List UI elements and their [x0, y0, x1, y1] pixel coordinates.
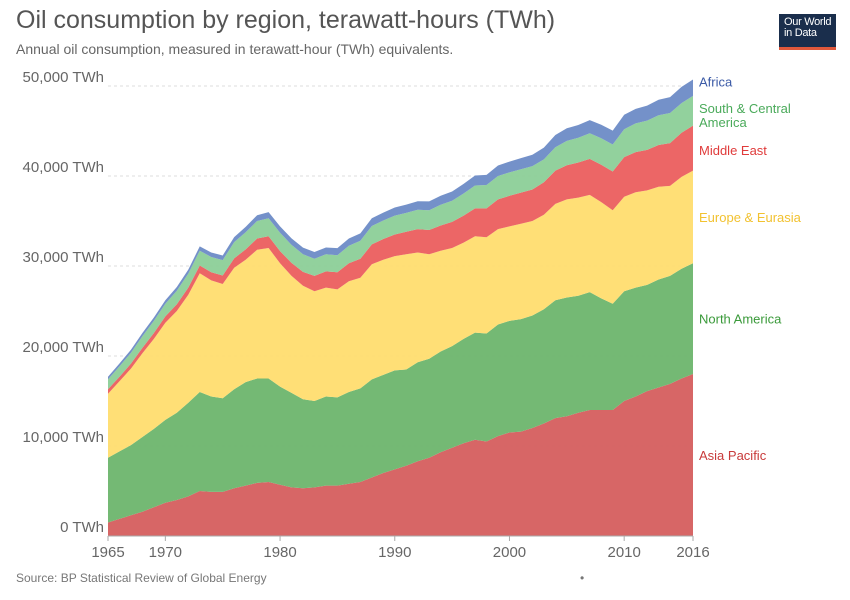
area-asia-pacific	[108, 374, 693, 536]
x-tick-label-1990: 1990	[378, 544, 411, 561]
legend-label-middle-east: Middle East	[699, 143, 767, 158]
y-tick-label-20000: 20,000 TWh	[23, 339, 104, 356]
x-tick-label-1980: 1980	[263, 544, 296, 561]
x-tick-label-2010: 2010	[607, 544, 640, 561]
legend-label-africa: Africa	[699, 75, 733, 90]
chart-subtitle: Annual oil consumption, measured in tera…	[16, 41, 454, 57]
y-tick-label-40000: 40,000 TWh	[23, 159, 104, 176]
x-tick-label-1970: 1970	[149, 544, 182, 561]
y-tick-label-30000: 30,000 TWh	[23, 249, 104, 266]
area-europe-and-eurasia	[108, 170, 693, 458]
legend-label-south-and-central-america: South & Central America	[699, 101, 791, 130]
y-tick-label-50000: 50,000 TWh	[23, 69, 104, 86]
area-middle-east	[108, 125, 693, 394]
y-tick-label-0: 0 TWh	[60, 519, 104, 536]
area-north-america	[108, 263, 693, 523]
area-south-and-central-america	[108, 95, 693, 390]
logo-line-2: in Data	[784, 27, 817, 39]
source-note[interactable]: Source: BP Statistical Review of Global …	[16, 571, 267, 585]
x-tick-label-2016: 2016	[676, 544, 709, 561]
area-africa	[108, 79, 693, 380]
owid-logo[interactable]: Our World in Data	[779, 14, 836, 50]
footer-dot: •	[580, 571, 585, 585]
x-tick-label-2000: 2000	[493, 544, 526, 561]
chart-title: Oil consumption by region, terawatt-hour…	[16, 6, 556, 34]
logo-line-1: Our World	[784, 16, 832, 28]
legend-label-north-america: North America	[699, 312, 782, 327]
x-tick-label-1965: 1965	[91, 544, 124, 561]
legend-label-asia-pacific: Asia Pacific	[699, 448, 767, 463]
legend-label-europe-and-eurasia: Europe & Eurasia	[699, 210, 802, 225]
y-tick-label-10000: 10,000 TWh	[23, 429, 104, 446]
